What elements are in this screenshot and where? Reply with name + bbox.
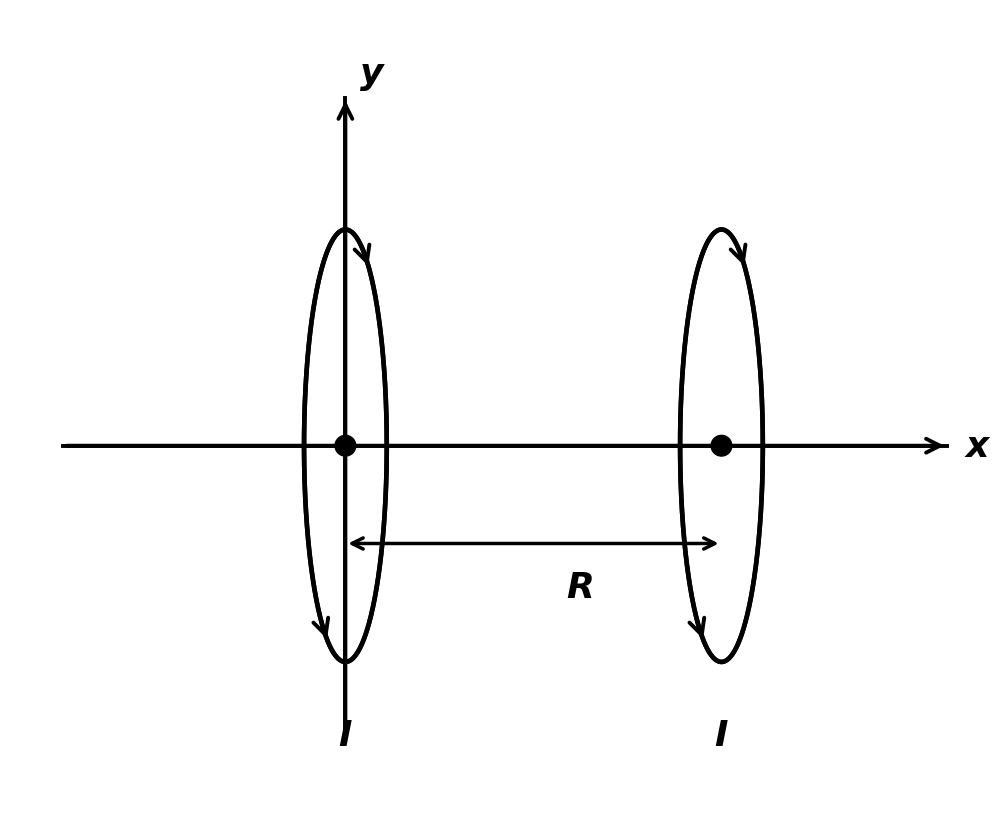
Circle shape: [711, 436, 732, 456]
Text: y: y: [360, 57, 384, 91]
Text: x: x: [966, 429, 989, 463]
Text: R: R: [567, 570, 594, 604]
Circle shape: [335, 436, 356, 456]
Text: I: I: [339, 718, 352, 752]
Text: I: I: [715, 718, 728, 752]
